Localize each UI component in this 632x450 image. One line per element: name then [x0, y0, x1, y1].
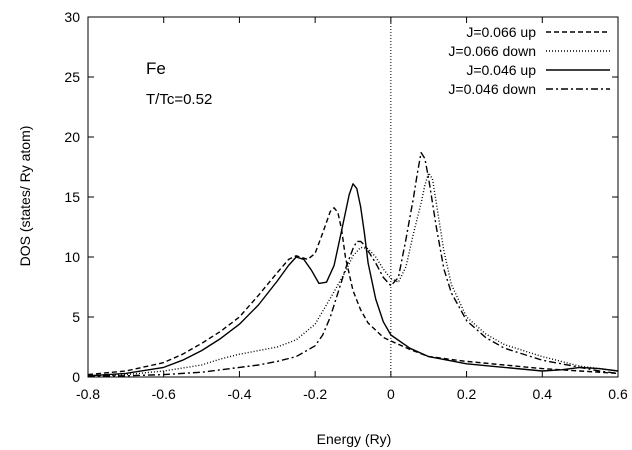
- series-line: [88, 151, 619, 377]
- series-curves: [87, 151, 619, 377]
- series-line: [87, 172, 619, 377]
- series-line: [87, 183, 619, 377]
- y-tick-label: 25: [64, 69, 80, 85]
- y-tick-label: 30: [64, 9, 80, 25]
- legend-label: J=0.046 up: [466, 62, 536, 78]
- series-line: [87, 207, 619, 376]
- x-tick-label: -0.8: [76, 386, 100, 402]
- x-tick-label: 0: [387, 386, 395, 402]
- legend-label: J=0.066 up: [466, 24, 536, 40]
- x-tick-label: 0.2: [457, 386, 477, 402]
- y-tick-label: 0: [72, 369, 80, 385]
- x-axis-label: Energy (Ry): [317, 431, 392, 447]
- x-tick-label: 0.4: [533, 386, 553, 402]
- y-tick-label: 5: [72, 309, 80, 325]
- x-tick-label: -0.4: [227, 386, 251, 402]
- plot-frame: [87, 16, 619, 378]
- legend: J=0.066 up J=0.066 down J=0.046 up J=0.046 …: [448, 24, 610, 97]
- x-tick-label: -0.6: [152, 386, 176, 402]
- x-tick-label: -0.2: [303, 386, 327, 402]
- legend-label: J=0.066 down: [448, 43, 536, 59]
- y-tick-label: 10: [64, 249, 80, 265]
- x-tick-label: 0.6: [608, 386, 628, 402]
- axis-ticks: -0.8 -0.6 -0.4 -0.2 0 0.2 0.4 0.6 0 5 10 15 20 25 30: [64, 9, 628, 402]
- annotation-element: Fe: [146, 59, 166, 78]
- y-tick-label: 15: [64, 189, 80, 205]
- annotation-temperature: T/Tc=0.52: [146, 91, 212, 108]
- legend-label: J=0.046 down: [448, 81, 536, 97]
- y-axis-label: DOS (states/ Ry atom): [17, 126, 33, 267]
- y-tick-label: 20: [64, 129, 80, 145]
